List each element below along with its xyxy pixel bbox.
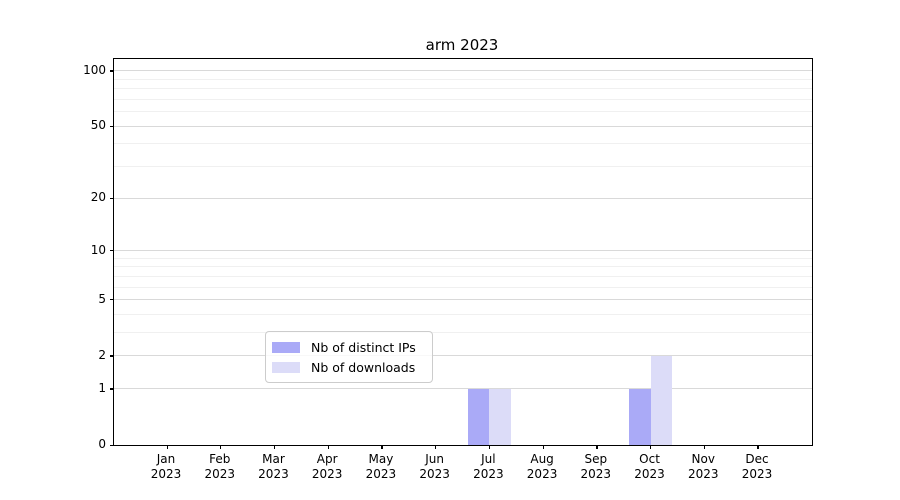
x-axis-tick (273, 445, 276, 449)
x-axis-tick (596, 445, 598, 449)
x-axis-tick-label: Apr 2023 (299, 452, 355, 482)
x-axis-tick-label: Sep 2023 (568, 452, 624, 482)
y-axis-tick (110, 355, 114, 357)
y-axis-tick-label: 2 (98, 347, 106, 362)
grid-line-minor (114, 332, 812, 334)
grid-line-minor (114, 314, 812, 316)
grid-line-major (114, 70, 812, 72)
grid-line-minor (114, 111, 812, 113)
x-axis-month: Sep (584, 452, 608, 466)
x-axis-year: 2023 (258, 467, 289, 481)
grid-line-minor (114, 266, 812, 268)
x-axis-tick (542, 445, 544, 449)
x-axis-month: Apr (316, 452, 338, 466)
x-axis-year: 2023 (580, 467, 612, 481)
x-axis-month: Jul (481, 452, 496, 466)
x-axis-tick (488, 445, 491, 449)
x-axis-tick (435, 445, 437, 449)
plot-area (110, 58, 813, 449)
y-axis-tick-label: 100 (83, 62, 106, 77)
grid-line-major (114, 299, 812, 301)
x-axis-year: 2023 (365, 467, 397, 481)
grid-line-major (114, 388, 812, 390)
y-axis-tick (110, 125, 114, 127)
x-axis-month: Oct (639, 452, 660, 466)
y-axis-tick (110, 388, 114, 390)
x-axis-month: May (368, 452, 394, 466)
grid-line-major (114, 355, 812, 357)
grid-line-minor (114, 78, 812, 80)
x-axis-tick-label: Feb 2023 (192, 452, 248, 482)
x-axis-tick-label: Aug 2023 (514, 452, 570, 482)
x-axis-year: 2023 (687, 467, 719, 481)
x-axis-month: Nov (691, 452, 715, 466)
x-axis-month: Jan (156, 452, 176, 466)
x-axis-year: 2023 (634, 467, 665, 481)
grid-line-minor (114, 166, 812, 168)
legend-label: Nb of distinct IPs (311, 340, 416, 355)
y-axis-tick-label: 50 (90, 118, 106, 133)
y-axis-tick-label: 5 (98, 291, 106, 306)
legend: Nb of distinct IPs Nb of downloads (265, 331, 433, 383)
bar-downloads (489, 388, 511, 445)
grid-line-minor (114, 286, 812, 288)
x-axis-tick (757, 445, 759, 449)
x-axis-tick (166, 445, 168, 449)
grid-line-minor (114, 143, 812, 145)
x-axis-tick-label: Dec 2023 (729, 452, 785, 482)
y-axis-tick-label: 20 (90, 190, 106, 205)
x-axis-tick (327, 445, 329, 449)
legend-entry: Nb of downloads (272, 359, 424, 376)
x-axis-tick-label: Jan 2023 (138, 452, 194, 482)
y-axis-tick (110, 250, 114, 252)
bar-distinct-ips (629, 388, 651, 445)
x-axis-year: 2023 (473, 467, 504, 481)
bar-distinct-ips (467, 388, 490, 445)
y-axis-tick-label: 10 (90, 242, 106, 257)
grid-line-minor (114, 88, 812, 90)
grid-line-minor (114, 275, 812, 277)
chart-title: arm 2023 (425, 36, 499, 54)
grid-line-minor (114, 98, 812, 100)
y-axis-tick (110, 197, 114, 199)
x-axis-tick-label: Jun 2023 (407, 452, 463, 482)
grid-line-major (114, 125, 812, 127)
x-axis-tick (703, 445, 705, 449)
x-axis-month: Aug (530, 452, 554, 466)
x-axis-tick-label: Jul 2023 (460, 452, 516, 482)
x-axis-tick (381, 445, 383, 449)
y-axis-tick (110, 70, 114, 72)
grid-line-major (114, 250, 812, 252)
x-axis-year: 2023 (204, 467, 235, 481)
legend-entry: Nb of distinct IPs (272, 339, 424, 356)
x-axis-year: 2023 (526, 467, 558, 481)
x-axis-tick (220, 445, 222, 449)
x-axis-tick-label: Oct 2023 (622, 452, 678, 482)
y-axis-tick (110, 444, 114, 446)
x-axis-year: 2023 (741, 467, 773, 481)
x-axis-tick-label: May 2023 (353, 452, 409, 482)
x-axis-month: Jun (425, 452, 444, 466)
x-axis-tick-label: Nov 2023 (675, 452, 731, 482)
legend-label: Nb of downloads (311, 360, 416, 375)
legend-swatch-distinct-ips (272, 342, 300, 353)
legend-swatch-downloads (272, 362, 300, 373)
x-axis-tick-label: Mar 2023 (245, 452, 301, 482)
x-axis-tick (650, 445, 652, 449)
bar-downloads (650, 355, 673, 445)
grid-line-minor (114, 257, 812, 259)
x-axis-year: 2023 (311, 467, 343, 481)
y-axis-tick-label: 1 (98, 380, 106, 395)
x-axis-year: 2023 (419, 467, 450, 481)
y-axis-tick (110, 299, 114, 301)
y-axis-tick-label: 0 (98, 437, 106, 451)
x-axis-year: 2023 (150, 467, 182, 481)
x-axis-month: Mar (262, 452, 285, 466)
x-axis-month: Feb (209, 452, 231, 466)
grid-line-major (114, 197, 812, 199)
x-axis-month: Dec (745, 452, 769, 466)
